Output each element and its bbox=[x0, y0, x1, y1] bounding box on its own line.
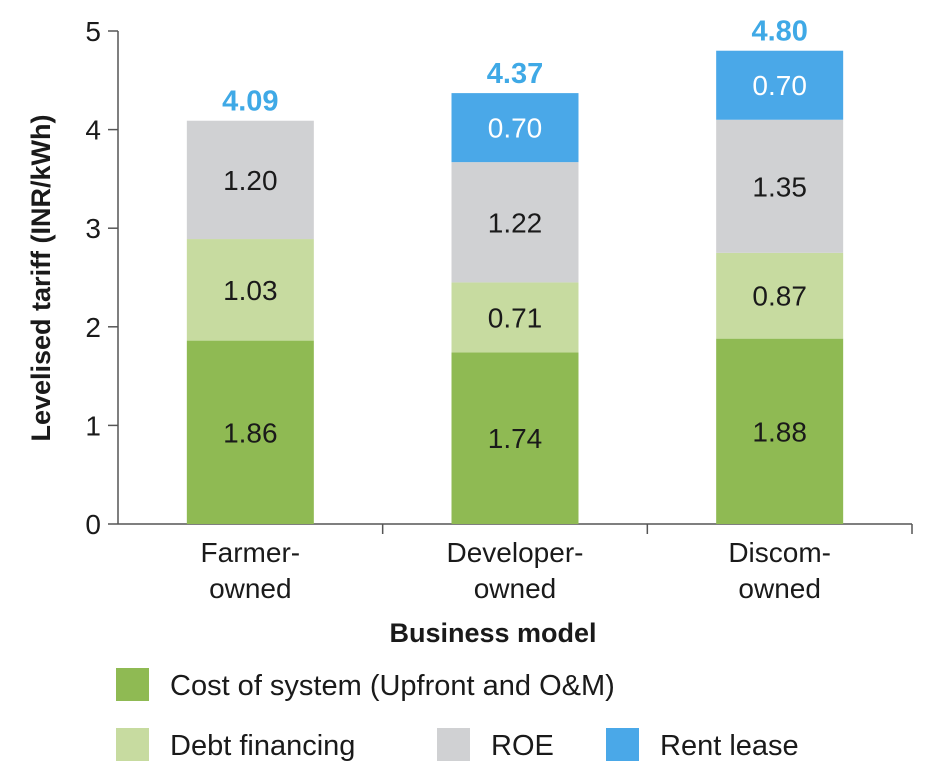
bar-segment bbox=[716, 50, 844, 120]
category-label: owned bbox=[209, 573, 292, 604]
data-label: 1.22 bbox=[488, 207, 543, 238]
legend-label: Debt financing bbox=[170, 730, 355, 762]
total-label: 4.37 bbox=[487, 58, 543, 90]
y-tick-label: 4 bbox=[85, 115, 101, 146]
legend-label: Rent lease bbox=[660, 730, 799, 762]
category-label: Discom- bbox=[728, 537, 831, 568]
labels: Farmer-owned Developer-owned Discom-owned 1… bbox=[201, 16, 831, 604]
y-tick-label: 2 bbox=[85, 312, 101, 343]
legend-label: Cost of system (Upfront and O&M) bbox=[170, 670, 615, 702]
data-label: 1.74 bbox=[488, 423, 543, 454]
legend-swatch bbox=[437, 728, 470, 761]
data-label: 1.35 bbox=[752, 171, 807, 202]
y-axis-title: Levelised tariff (INR/kWh) bbox=[26, 114, 56, 441]
legend: Cost of system (Upfront and O&M) Debt fin… bbox=[116, 668, 799, 762]
bar-segment bbox=[451, 162, 579, 283]
legend-swatch bbox=[606, 728, 639, 761]
data-label: 1.20 bbox=[223, 165, 278, 196]
data-label: 0.70 bbox=[752, 70, 807, 101]
bar-segment bbox=[186, 340, 314, 524]
data-label: 0.70 bbox=[488, 113, 543, 144]
category-label: Farmer- bbox=[201, 537, 301, 568]
category-label: Developer- bbox=[447, 537, 584, 568]
bar-segment bbox=[451, 93, 579, 163]
bar-segment bbox=[716, 338, 844, 524]
total-label: 4.09 bbox=[222, 86, 278, 118]
bars bbox=[186, 50, 844, 524]
legend-swatch bbox=[116, 668, 149, 701]
data-label: 0.87 bbox=[752, 281, 807, 312]
data-label: 1.88 bbox=[752, 416, 807, 447]
data-label: 1.03 bbox=[223, 275, 278, 306]
legend-label: ROE bbox=[491, 730, 554, 762]
legend-swatch bbox=[116, 728, 149, 761]
x-axis-title: Business model bbox=[389, 618, 596, 648]
bar-segment bbox=[186, 239, 314, 341]
data-label: 1.86 bbox=[223, 417, 278, 448]
bar-segment bbox=[716, 119, 844, 253]
bar-segment bbox=[716, 252, 844, 339]
total-label: 4.80 bbox=[751, 16, 807, 48]
y-tick-label: 5 bbox=[85, 16, 101, 47]
category-label: owned bbox=[738, 573, 821, 604]
bar-segment bbox=[186, 120, 314, 240]
y-tick-label: 3 bbox=[85, 213, 101, 244]
bar-segment bbox=[451, 352, 579, 524]
category-label: owned bbox=[474, 573, 557, 604]
bar-segment bbox=[451, 282, 579, 353]
y-tick-label: 1 bbox=[85, 410, 101, 441]
y-tick-label: 0 bbox=[85, 509, 101, 540]
data-label: 0.71 bbox=[488, 302, 543, 333]
